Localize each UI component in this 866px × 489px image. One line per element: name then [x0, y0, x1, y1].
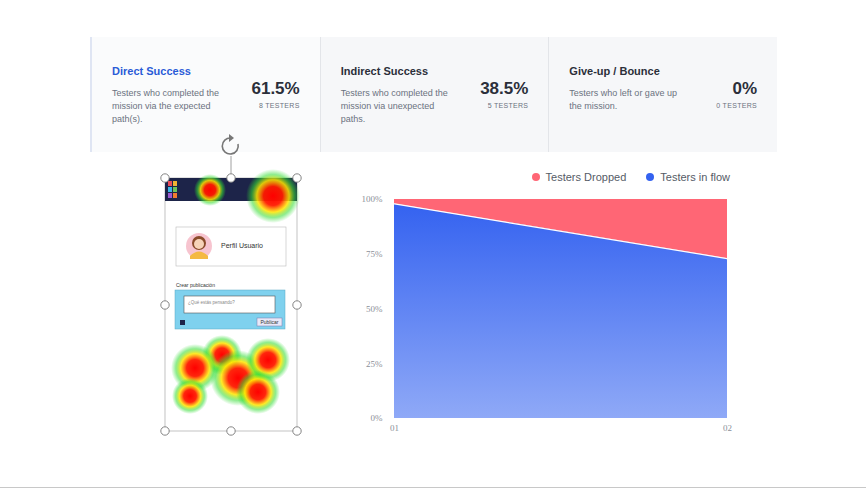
svg-text:Crear publicación: Crear publicación — [176, 282, 215, 288]
html-text:Give-up / Bounce: Give-up / Bounce — [569, 65, 660, 77]
svg-text:0%: 0% — [371, 413, 384, 423]
html-text:Testers who completed the miss: Testers who completed the mission via th… — [112, 88, 220, 124]
html-text:Testers in flow: Testers in flow — [660, 171, 730, 183]
svg-text:50%: 50% — [366, 304, 383, 314]
html-text:Indirect Success: Indirect Success — [340, 65, 429, 77]
svg-text:Perfil Usuario: Perfil Usuario — [221, 242, 263, 249]
html-text:5 TESTERS: 5 TESTERS — [487, 102, 529, 109]
html-text:Direct Success: Direct Success — [112, 65, 191, 77]
html-text:Testers who left or gave up th: Testers who left or gave up the mission. — [569, 88, 677, 111]
svg-text:25%: 25% — [366, 359, 383, 369]
html-text:Testers Dropped: Testers Dropped — [545, 171, 627, 183]
html-text:0%: 0% — [732, 79, 757, 98]
svg-text:¿Qué estás pensando?: ¿Qué estás pensando? — [188, 300, 235, 305]
svg-text:100%: 100% — [362, 194, 384, 204]
svg-text:75%: 75% — [366, 249, 383, 259]
svg-text:Publicar: Publicar — [260, 319, 278, 325]
html-text:Testers who completed the miss: Testers who completed the mission via un… — [340, 88, 448, 124]
svg-text:02: 02 — [723, 423, 732, 433]
html-text:61.5%: 61.5% — [251, 79, 300, 98]
html-text:8 TESTERS: 8 TESTERS — [259, 102, 300, 109]
svg-text:01: 01 — [390, 423, 399, 433]
html-text:0 TESTERS: 0 TESTERS — [716, 102, 757, 109]
html-text:38.5%: 38.5% — [480, 79, 529, 98]
